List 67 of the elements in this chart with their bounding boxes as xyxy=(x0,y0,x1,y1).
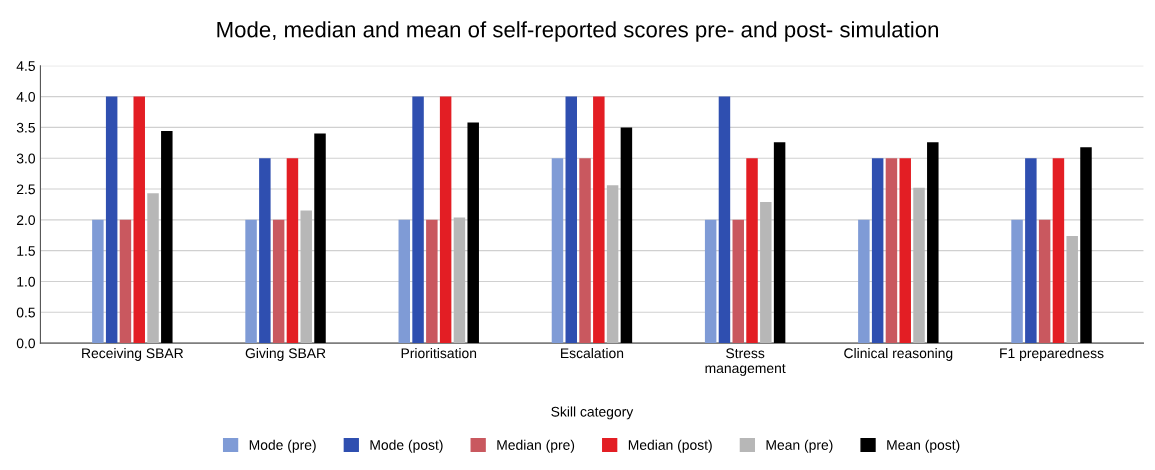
bar xyxy=(133,96,145,344)
bar xyxy=(1066,235,1078,344)
bar xyxy=(1025,158,1037,344)
x-tick-label: Clinical reasoning xyxy=(844,347,953,361)
y-tick-label: 1.0 xyxy=(17,276,36,287)
x-axis-title: Skill category xyxy=(551,406,634,420)
bar xyxy=(286,158,299,344)
bar xyxy=(398,219,411,344)
bar xyxy=(606,185,619,344)
bar xyxy=(927,142,939,344)
bar xyxy=(426,219,438,344)
bar xyxy=(565,96,577,344)
bar xyxy=(773,142,786,344)
bar xyxy=(1011,219,1023,344)
bar xyxy=(245,219,257,344)
legend-label: Mode (post) xyxy=(370,439,443,453)
bar xyxy=(579,158,591,344)
bar xyxy=(1038,219,1051,344)
chart-title: Mode, median and mean of self-reported scores pre- and post- simulation xyxy=(217,21,938,42)
x-tick-label: F1 preparedness xyxy=(1000,347,1104,361)
bar xyxy=(161,131,173,344)
y-tick-label: 1.5 xyxy=(17,246,35,256)
legend-label: Mean (post) xyxy=(887,439,960,453)
bar xyxy=(871,158,884,344)
bar xyxy=(899,158,911,344)
bar xyxy=(704,219,717,344)
legend-label: Median (pre) xyxy=(497,439,575,453)
bar xyxy=(1080,147,1092,344)
y-tick-label: 2.0 xyxy=(16,215,36,226)
y-tick-label: 0.0 xyxy=(16,338,36,349)
bar xyxy=(272,219,285,344)
bar xyxy=(300,210,312,344)
bar xyxy=(314,133,326,344)
bar xyxy=(858,219,870,344)
x-tick-label: Escalation xyxy=(561,347,624,359)
bar xyxy=(147,193,159,344)
bar xyxy=(1052,158,1065,344)
x-tick-label: Prioritisation xyxy=(401,347,477,359)
bar xyxy=(760,201,772,344)
bar xyxy=(259,158,271,344)
bar xyxy=(412,96,424,344)
legend-label: Mode (pre) xyxy=(249,439,316,453)
y-tick-label: 4.0 xyxy=(16,91,36,102)
bar xyxy=(105,96,118,344)
bar xyxy=(913,187,925,344)
y-tick-label: 3.5 xyxy=(16,122,35,133)
bar xyxy=(453,217,466,344)
y-tick-label: 3.0 xyxy=(16,153,36,164)
bar xyxy=(718,96,731,344)
legend-label: Mean (pre) xyxy=(766,439,833,453)
y-tick-label: 0.5 xyxy=(16,307,35,318)
bar xyxy=(732,219,744,344)
bar xyxy=(885,158,898,344)
legend-label: Median (post) xyxy=(628,439,712,453)
x-tick-label: Giving SBAR xyxy=(245,347,326,361)
y-tick-label: 4.5 xyxy=(16,61,35,71)
y-tick-label: 2.5 xyxy=(16,184,35,195)
bar xyxy=(92,219,104,344)
bar xyxy=(119,219,132,344)
bar xyxy=(593,96,605,344)
x-tick-label: Receiving SBAR xyxy=(82,347,184,361)
bar xyxy=(620,127,633,344)
bar xyxy=(551,158,564,344)
x-tick-label: Stress management xyxy=(705,348,786,376)
bar xyxy=(439,96,452,344)
bar xyxy=(467,122,479,344)
bar xyxy=(746,158,758,344)
